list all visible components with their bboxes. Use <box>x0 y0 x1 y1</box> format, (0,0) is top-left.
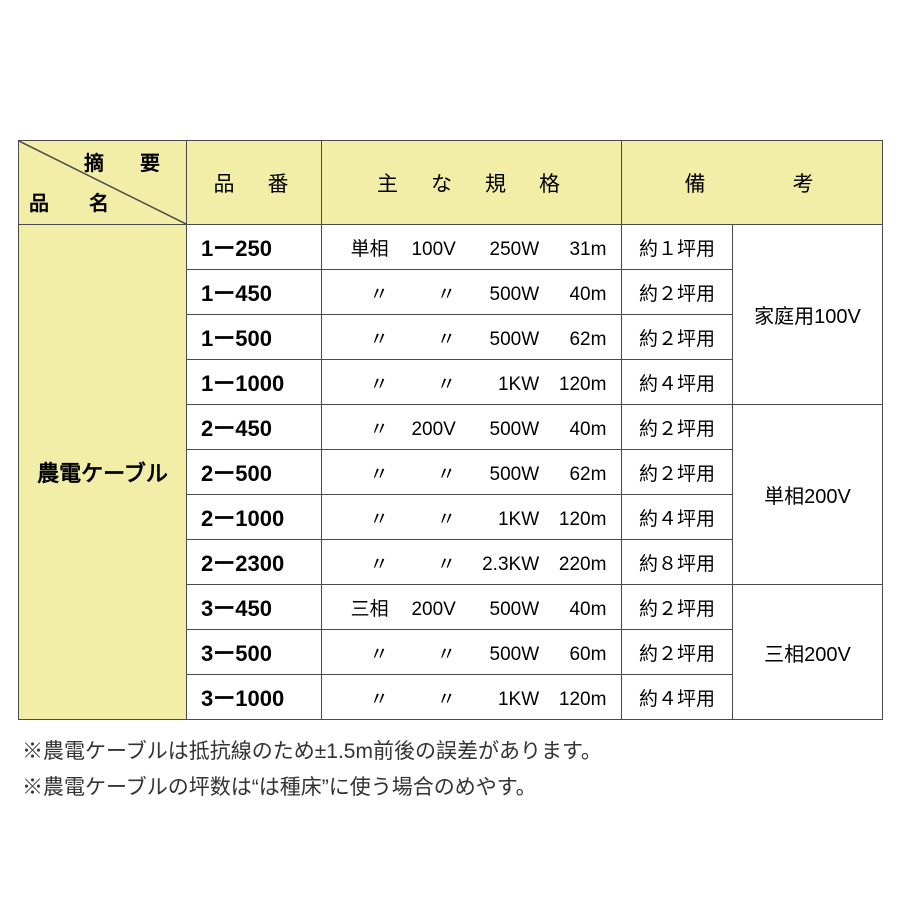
header-diagonal: 摘 要 品 名 <box>19 141 187 225</box>
spec-cell: 〃 〃 500W 40m <box>322 270 622 315</box>
header-spec: 主 な 規 格 <box>322 141 622 225</box>
remark-size: 約２坪用 <box>622 630 733 675</box>
footnote-1: ※農電ケーブルは抵抗線のため±1.5m前後の誤差があります。 <box>22 734 882 770</box>
remark-size: 約４坪用 <box>622 360 733 405</box>
remark-power: 三相200V <box>733 585 883 720</box>
model-number: 2ー450 <box>187 405 322 450</box>
remark-size: 約１坪用 <box>622 225 733 270</box>
spec-cell: 〃 〃 1KW 120m <box>322 360 622 405</box>
remark-size: 約８坪用 <box>622 540 733 585</box>
model-number: 3ー500 <box>187 630 322 675</box>
spec-cell: 〃 〃 2.3KW 220m <box>322 540 622 585</box>
spec-cell: 単相 100V 250W 31m <box>322 225 622 270</box>
footnote-2: ※農電ケーブルの坪数は“は種床”に使う場合のめやす。 <box>22 770 882 806</box>
header-diag-top: 摘 要 <box>84 147 168 176</box>
model-number: 2ー2300 <box>187 540 322 585</box>
model-number: 3ー1000 <box>187 675 322 720</box>
footnotes: ※農電ケーブルは抵抗線のため±1.5m前後の誤差があります。 ※農電ケーブルの坪… <box>18 734 882 805</box>
model-number: 1ー250 <box>187 225 322 270</box>
spec-table: 摘 要 品 名 品 番 主 な 規 格 備 考 農電ケーブル1ー250単相 10… <box>18 140 883 720</box>
remark-size: 約２坪用 <box>622 405 733 450</box>
header-diag-bottom: 品 名 <box>29 187 119 216</box>
model-number: 1ー1000 <box>187 360 322 405</box>
spec-cell: 〃 200V 500W 40m <box>322 405 622 450</box>
model-number: 2ー500 <box>187 450 322 495</box>
spec-cell: 〃 〃 500W 62m <box>322 450 622 495</box>
header-remark: 備 考 <box>622 141 883 225</box>
remark-power: 単相200V <box>733 405 883 585</box>
spec-cell: 三相 200V 500W 40m <box>322 585 622 630</box>
model-number: 1ー500 <box>187 315 322 360</box>
remark-power: 家庭用100V <box>733 225 883 405</box>
remark-size: 約４坪用 <box>622 495 733 540</box>
remark-size: 約２坪用 <box>622 270 733 315</box>
remark-size: 約４坪用 <box>622 675 733 720</box>
product-name-cell: 農電ケーブル <box>19 225 187 720</box>
remark-size: 約２坪用 <box>622 315 733 360</box>
model-number: 3ー450 <box>187 585 322 630</box>
remark-size: 約２坪用 <box>622 585 733 630</box>
spec-cell: 〃 〃 500W 60m <box>322 630 622 675</box>
model-number: 1ー450 <box>187 270 322 315</box>
spec-cell: 〃 〃 1KW 120m <box>322 675 622 720</box>
model-number: 2ー1000 <box>187 495 322 540</box>
spec-cell: 〃 〃 500W 62m <box>322 315 622 360</box>
spec-cell: 〃 〃 1KW 120m <box>322 495 622 540</box>
header-num: 品 番 <box>187 141 322 225</box>
remark-size: 約２坪用 <box>622 450 733 495</box>
